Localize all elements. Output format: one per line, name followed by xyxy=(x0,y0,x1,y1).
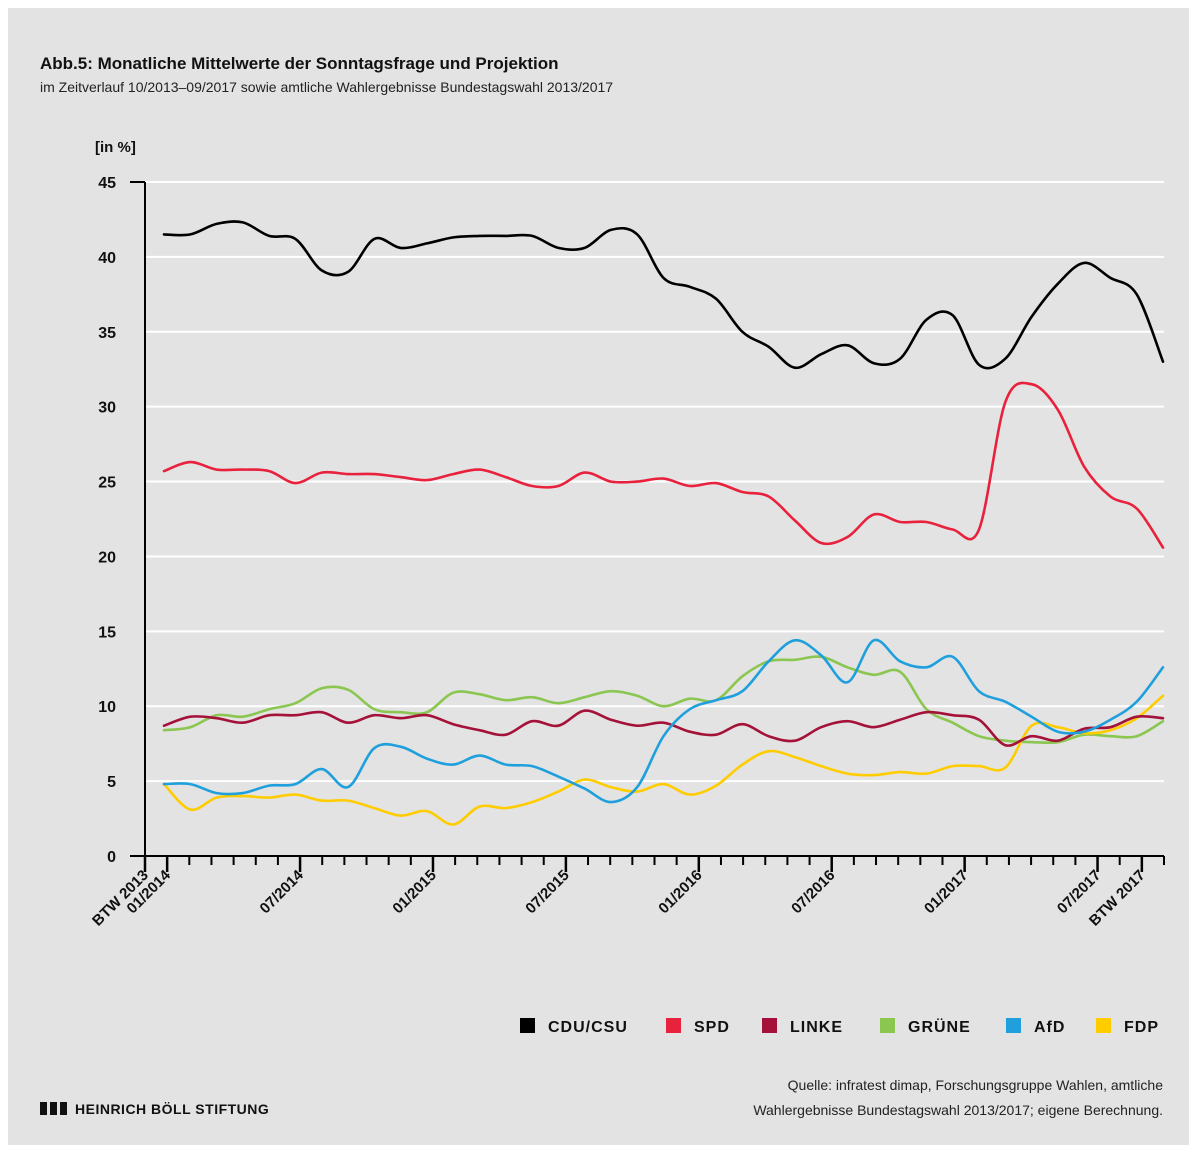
legend-label: AfD xyxy=(1034,1019,1065,1036)
x-tick-label: 07/2016 xyxy=(788,867,838,917)
brand-name: HEINRICH BÖLL STIFTUNG xyxy=(75,1101,269,1117)
x-tick-label: 01/2016 xyxy=(655,867,705,917)
y-tick-label: 45 xyxy=(98,175,116,192)
legend-label: CDU/CSU xyxy=(548,1019,628,1036)
x-tick-label: 01/2015 xyxy=(389,867,439,917)
legend-swatch xyxy=(880,1018,895,1033)
chart-title: Abb.5: Monatliche Mittelwerte der Sonnta… xyxy=(40,54,559,73)
legend-label: SPD xyxy=(694,1019,730,1036)
y-tick-label: 40 xyxy=(98,250,116,267)
x-tick-label: 07/2015 xyxy=(522,867,572,917)
x-tick-label: 01/2017 xyxy=(921,867,971,917)
chart-panel xyxy=(8,8,1189,1145)
y-tick-label: 5 xyxy=(107,774,116,791)
series-line-grüne xyxy=(162,655,1165,745)
legend-swatch xyxy=(666,1018,681,1033)
series-line-afd xyxy=(162,638,1165,804)
legend-label: FDP xyxy=(1124,1019,1159,1036)
legend: CDU/CSU SPD LINKE GRÜNE AfD FDP xyxy=(520,1017,1159,1036)
legend-label: GRÜNE xyxy=(908,1017,971,1036)
source-line-2: Wahlergebnisse Bundestagswahl 2013/2017;… xyxy=(753,1102,1163,1118)
y-axis-label: [in %] xyxy=(95,139,136,156)
series-line-cdu-csu xyxy=(162,220,1165,370)
series-lines xyxy=(162,220,1165,826)
y-tick-label: 25 xyxy=(98,475,116,492)
y-tick-label: 30 xyxy=(98,400,116,417)
series-line-linke xyxy=(162,709,1165,747)
x-tick-marks xyxy=(143,856,1165,872)
x-tick-label: 07/2014 xyxy=(257,866,308,917)
legend-swatch xyxy=(1096,1018,1111,1033)
grid-lines xyxy=(145,181,1164,783)
source-line-1: Quelle: infratest dimap, Forschungsgrupp… xyxy=(788,1077,1164,1093)
legend-swatch xyxy=(520,1018,535,1033)
y-tick-label: 0 xyxy=(107,849,116,866)
y-tick-label: 15 xyxy=(98,624,116,641)
three-bars-logo-icon xyxy=(40,1102,67,1115)
y-tick-label: 35 xyxy=(98,325,116,342)
legend-label: LINKE xyxy=(790,1019,843,1036)
legend-swatch xyxy=(762,1018,777,1033)
series-line-fdp xyxy=(162,694,1165,826)
chart-subtitle: im Zeitverlauf 10/2013–09/2017 sowie amt… xyxy=(40,79,613,95)
axes xyxy=(130,181,1164,857)
legend-swatch xyxy=(1006,1018,1021,1033)
y-tick-labels: 0 5 10 15 20 25 30 35 40 45 xyxy=(98,175,116,866)
y-tick-label: 10 xyxy=(98,699,116,716)
y-tick-label: 20 xyxy=(98,549,116,566)
series-line-spd xyxy=(162,381,1165,549)
